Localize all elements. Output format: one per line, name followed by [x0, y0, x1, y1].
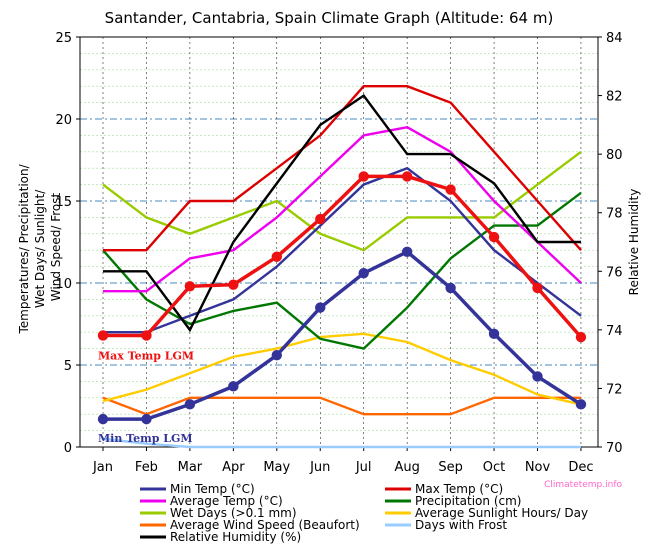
lgm-point-max-temp-lgm — [575, 331, 587, 343]
x-tick-label: Aug — [394, 460, 419, 475]
left-tick-label: 10 — [55, 277, 72, 292]
lgm-point-min-temp-lgm — [445, 282, 456, 294]
left-axis: 0 5 10 15 20 25 — [55, 31, 80, 456]
lgm-line-max-temp-lgm — [103, 174, 583, 339]
left-tick-label: 25 — [55, 31, 72, 46]
left-tick-label: 5 — [64, 359, 72, 374]
lgm-label-min-temp-lgm: Min Temp LGM — [98, 432, 193, 445]
lgm-point-min-temp-lgm — [184, 399, 196, 410]
series-line-days-with-frost — [102, 437, 581, 449]
legend-label-average-sunlight-hours-day: Average Sunlight Hours/ Day — [415, 506, 588, 520]
x-tick-label: Jun — [309, 460, 330, 475]
lgm-point-max-temp-lgm — [97, 330, 109, 341]
lgm-point-min-temp-lgm — [315, 302, 326, 313]
lgm-point-min-temp-lgm — [228, 381, 239, 392]
lgm-point-max-temp-lgm — [141, 330, 152, 341]
legend-label-max-temp-c: Max Temp (°C) — [415, 482, 503, 496]
chart-title: Santander, Cantabria, Spain Climate Grap… — [105, 9, 554, 27]
series-lines — [102, 84, 582, 449]
x-tick-label: Jul — [355, 460, 372, 475]
lgm-point-max-temp-lgm — [315, 213, 326, 225]
series-line-average-wind-speed-beaufort — [102, 396, 581, 416]
lgm-point-max-temp-lgm — [184, 281, 196, 292]
series-line-average-sunlight-hours-day — [102, 332, 582, 406]
right-tick-label: 72 — [606, 382, 623, 397]
series-line-average-temp-c — [103, 125, 582, 293]
right-tick-label: 74 — [606, 324, 623, 339]
legend-label-relative-humidity: Relative Humidity (%) — [170, 530, 301, 544]
x-tick-label: May — [263, 460, 290, 475]
series-line-wet-days-0-1-mm — [102, 150, 582, 252]
lgm-point-min-temp-lgm — [575, 399, 587, 410]
right-tick-label: 78 — [606, 207, 623, 222]
legend-label-precipitation-cm: Precipitation (cm) — [415, 494, 521, 508]
watermark: Climatetemp.info — [544, 480, 622, 490]
x-tick-label: Dec — [568, 460, 593, 475]
lgm-point-min-temp-lgm — [141, 413, 152, 425]
lgm-point-min-temp-lgm — [97, 413, 109, 425]
left-tick-label: 20 — [55, 113, 72, 128]
legend: Min Temp (°C) Max Temp (°C) Average Temp (… — [140, 482, 588, 544]
lgm-point-min-temp-lgm — [488, 328, 500, 340]
lgm-lines: Max Temp LGM Min Temp LGM — [97, 171, 587, 445]
lgm-point-min-temp-lgm — [271, 349, 282, 361]
x-tick-label: Jan — [92, 460, 113, 475]
left-tick-label: 0 — [64, 441, 72, 456]
lgm-point-max-temp-lgm — [271, 251, 282, 262]
x-axis: Jan Feb Mar Apr May Jun Jul Aug Sep Oct Nov Dec — [92, 447, 594, 475]
x-tick-label: Oct — [483, 460, 505, 475]
x-tick-label: Mar — [178, 460, 203, 475]
right-tick-label: 84 — [606, 31, 623, 46]
x-tick-label: Nov — [525, 460, 551, 475]
y-axis-label-right: Relative Humidity — [627, 189, 641, 296]
legend-label-average-wind-speed-beaufort: Average Wind Speed (Beaufort) — [170, 518, 360, 532]
series-line-relative-humidity — [103, 93, 581, 333]
right-tick-label: 76 — [606, 265, 623, 280]
right-tick-label: 80 — [606, 148, 623, 163]
left-tick-label: 15 — [55, 195, 72, 210]
lgm-point-max-temp-lgm — [532, 282, 543, 294]
lgm-point-max-temp-lgm — [445, 184, 456, 195]
lgm-point-max-temp-lgm — [228, 279, 239, 290]
lgm-point-min-temp-lgm — [358, 267, 369, 279]
legend-label-days-with-frost: Days with Frost — [415, 518, 507, 532]
legend-label-wet-days-0-1-mm: Wet Days (>0.1 mm) — [170, 506, 297, 520]
lgm-line-min-temp-lgm — [103, 249, 582, 421]
lgm-point-max-temp-lgm — [401, 171, 413, 182]
legend-label-average-temp-c: Average Temp (°C) — [170, 494, 283, 508]
lgm-point-max-temp-lgm — [488, 231, 500, 243]
lgm-label-max-temp-lgm: Max Temp LGM — [98, 349, 194, 362]
right-tick-label: 70 — [606, 441, 623, 456]
legend-label-min-temp-c: Min Temp (°C) — [170, 482, 255, 496]
x-tick-label: Apr — [222, 460, 245, 475]
lgm-point-max-temp-lgm — [358, 171, 369, 182]
x-tick-label: Feb — [135, 460, 158, 475]
right-tick-label: 82 — [606, 90, 623, 105]
x-tick-label: Sep — [438, 460, 463, 475]
lgm-point-min-temp-lgm — [532, 371, 543, 382]
right-axis: 70 72 74 76 78 80 82 84 — [598, 31, 623, 456]
lgm-point-min-temp-lgm — [401, 246, 413, 258]
y-axis-label-left: Temperatures/ Precipitation/ Wet Days/ S… — [17, 161, 63, 335]
